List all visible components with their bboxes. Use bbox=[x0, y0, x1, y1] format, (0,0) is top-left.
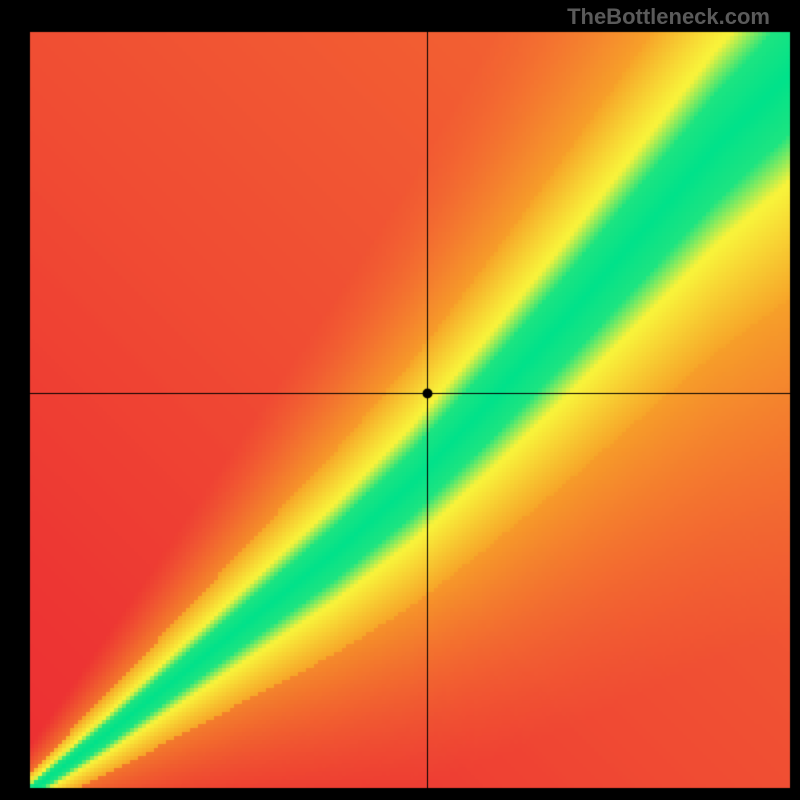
watermark-text: TheBottleneck.com bbox=[567, 4, 770, 30]
heatmap-canvas bbox=[0, 0, 800, 800]
